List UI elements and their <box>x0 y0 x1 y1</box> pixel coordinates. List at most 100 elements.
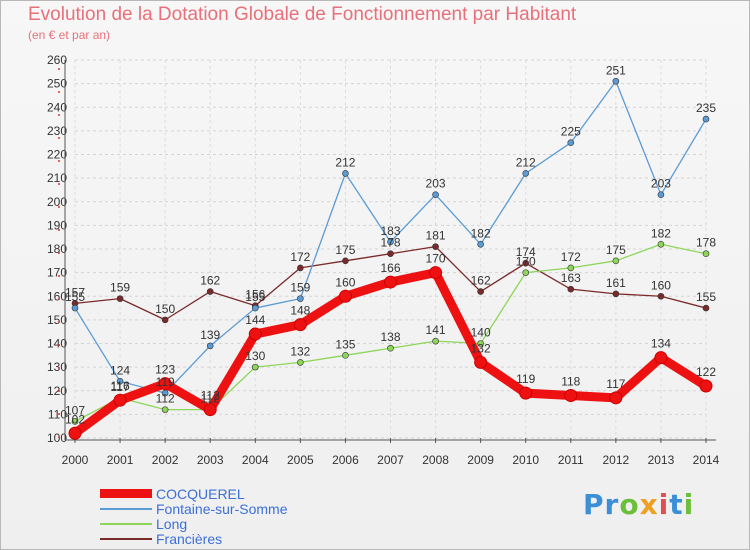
data-label-cocquerel: 122 <box>696 365 716 379</box>
y-tick-label: 230 <box>47 124 67 138</box>
point-franci-res <box>612 290 620 298</box>
data-label-long: 112 <box>156 392 175 406</box>
data-label-fontaine-sur-somme: 124 <box>110 363 130 377</box>
point-fontaine-sur-somme <box>657 191 665 198</box>
point-cocquerel <box>519 386 533 400</box>
y-tick-label: 160 <box>47 289 67 303</box>
y-tick-label: 140 <box>47 337 67 351</box>
data-label-franci-res: 150 <box>155 302 175 316</box>
data-label-cocquerel: 148 <box>290 304 310 318</box>
axes: 100 110 120 130 140 150 160 170 180 190 200 210 220 2… <box>47 53 720 467</box>
logo-letter: i <box>658 488 670 521</box>
data-label-franci-res: 162 <box>471 274 491 288</box>
data-label-franci-res: 181 <box>426 229 446 243</box>
legend-swatch <box>100 537 152 540</box>
point-franci-res <box>477 288 484 295</box>
legend-label: COCQUEREL <box>156 485 245 502</box>
data-label-long: 107 <box>65 403 85 417</box>
gridlines <box>74 59 707 439</box>
y-tick-label: 120 <box>47 384 67 398</box>
y-tick-label: 200 <box>47 195 67 209</box>
point-fontaine-sur-somme <box>387 238 394 246</box>
data-label-long: 182 <box>651 226 671 240</box>
logo-letter: t <box>669 488 684 521</box>
data-label-cocquerel: 132 <box>471 341 491 355</box>
point-cocquerel <box>609 391 623 405</box>
data-label-cocquerel: 123 <box>155 363 175 377</box>
point-cocquerel <box>429 266 443 280</box>
y-tick-label: 180 <box>47 242 67 256</box>
data-label-franci-res: 174 <box>516 245 536 259</box>
data-label-franci-res: 155 <box>696 290 716 304</box>
point-long <box>297 359 304 366</box>
x-tick-label: 2000 <box>62 453 89 467</box>
y-tick-label: 190 <box>47 218 67 232</box>
data-label-cocquerel: 166 <box>380 261 400 275</box>
point-cocquerel <box>113 393 127 407</box>
legend-item-fontaine-sur-somme: Fontaine-sur-Somme <box>100 501 288 517</box>
data-label-fontaine-sur-somme: 183 <box>380 224 400 238</box>
data-label-cocquerel: 116 <box>111 379 130 393</box>
x-tick-label: 2012 <box>603 453 630 467</box>
point-fontaine-sur-somme <box>522 170 530 177</box>
data-label-cocquerel: 117 <box>606 377 625 391</box>
data-label-fontaine-sur-somme: 203 <box>426 177 446 191</box>
data-label-cocquerel: 134 <box>651 337 671 351</box>
data-label-long: 172 <box>561 250 581 264</box>
y-tick-label: 220 <box>47 148 67 162</box>
data-label-cocquerel: 102 <box>65 412 85 426</box>
point-long <box>342 352 349 359</box>
data-label-long: 112 <box>201 392 220 406</box>
point-fontaine-sur-somme <box>251 304 259 312</box>
point-franci-res <box>161 316 169 324</box>
point-cocquerel <box>474 355 488 369</box>
point-long <box>387 344 394 352</box>
point-fontaine-sur-somme <box>116 377 124 385</box>
legend-swatch <box>100 489 152 498</box>
x-tick-label: 2001 <box>107 453 134 467</box>
data-label-franci-res: 175 <box>335 243 355 257</box>
data-label-fontaine-sur-somme: 159 <box>290 281 310 295</box>
data-label-fontaine-sur-somme: 212 <box>516 155 536 169</box>
point-cocquerel <box>384 275 397 289</box>
data-label-franci-res: 172 <box>290 250 310 264</box>
point-franci-res <box>432 243 439 250</box>
data-label-fontaine-sur-somme: 119 <box>156 375 175 389</box>
point-fontaine-sur-somme <box>71 304 79 312</box>
point-cocquerel <box>68 426 82 440</box>
point-long <box>567 264 575 272</box>
legend-item-franci-res: Francières <box>100 530 288 547</box>
legend-label: Francières <box>156 530 223 547</box>
data-label-fontaine-sur-somme: 235 <box>696 101 716 115</box>
point-cocquerel <box>338 289 352 303</box>
data-label-cocquerel: 119 <box>516 372 535 386</box>
x-tick-label: 2005 <box>287 453 314 467</box>
legend-label: Long <box>156 515 188 532</box>
data-label-franci-res: 159 <box>110 281 130 295</box>
point-cocquerel <box>248 327 262 341</box>
data-label-long: 138 <box>380 330 400 344</box>
point-franci-res <box>702 304 710 312</box>
data-label-cocquerel: 118 <box>561 374 580 388</box>
chart-title: Evolution de la Dotation Globale de Fonc… <box>28 4 577 25</box>
point-cocquerel <box>654 351 668 365</box>
data-label-long: 132 <box>290 344 310 358</box>
point-long <box>522 269 530 276</box>
point-cocquerel <box>564 388 578 402</box>
y-tick-label: 100 <box>47 431 67 445</box>
point-cocquerel <box>293 318 307 332</box>
data-label-cocquerel: 160 <box>335 275 355 289</box>
data-label-franci-res: 156 <box>245 288 265 302</box>
series-points <box>68 77 713 440</box>
data-label-franci-res: 178 <box>380 236 400 250</box>
data-label-franci-res: 162 <box>200 274 220 288</box>
legend-swatch <box>100 507 152 510</box>
point-franci-res <box>342 257 349 265</box>
point-fontaine-sur-somme <box>612 77 620 85</box>
data-label-fontaine-sur-somme: 155 <box>245 290 265 304</box>
data-labels: 157 159 150 162 156 172 175 178 181 162 174 163 161 1… <box>65 63 716 426</box>
x-tick-label: 2009 <box>467 453 494 467</box>
point-long <box>251 363 259 371</box>
data-label-cocquerel: 170 <box>426 252 446 266</box>
